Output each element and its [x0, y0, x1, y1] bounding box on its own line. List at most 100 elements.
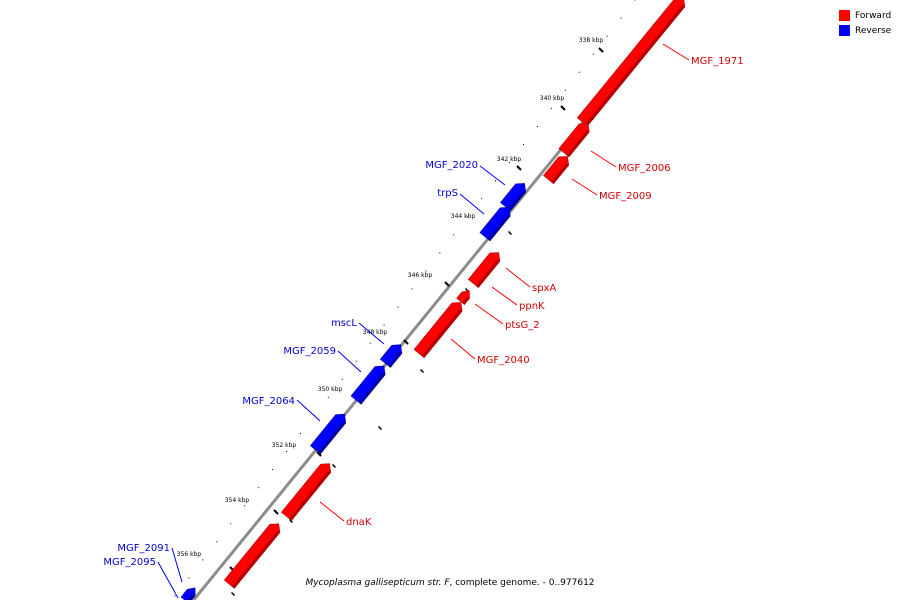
ruler-dot	[327, 396, 329, 398]
ruler-tick-label: 354 kbp	[225, 497, 250, 504]
ruler-tick	[444, 281, 450, 287]
reverse-swatch	[839, 25, 850, 36]
ruler-dot	[578, 71, 580, 73]
strand-tick	[377, 425, 383, 431]
gene-label-mgf-2040: MGF_2040	[477, 355, 530, 366]
gene-leader-line	[171, 547, 183, 583]
ruler-dot	[620, 17, 622, 19]
gene-label-ptsg-2: ptsG_2	[505, 320, 540, 331]
forward-swatch	[839, 10, 850, 21]
ruler-dot	[341, 378, 343, 380]
gene-arrow-mgf-1971	[576, 0, 686, 127]
ruler-dot	[272, 469, 274, 471]
gene-leader-line	[662, 43, 690, 61]
ruler-dot	[467, 216, 469, 218]
legend-label-reverse: Reverse	[855, 25, 892, 36]
strand-tick	[331, 463, 337, 469]
ruler-tick	[316, 451, 322, 457]
gene-arrow-mgf-2006	[558, 122, 590, 158]
ruler-dot	[564, 89, 566, 91]
gene-label-mgf-2091: MGF_2091	[117, 543, 170, 554]
ruler-dot	[509, 162, 511, 164]
gene-leader-line	[491, 286, 518, 306]
organism-name: Mycoplasma gallisepticum str. F	[305, 578, 450, 588]
ruler-dot	[244, 505, 246, 507]
ruler-tick-label: 348 kbp	[363, 329, 388, 336]
gene-arrow-mscl	[379, 344, 403, 368]
gene-label-trps: trpS	[437, 188, 458, 199]
ruler-tick	[403, 339, 409, 345]
gene-leader-line	[450, 338, 476, 360]
ruler-tick-label: 356 kbp	[177, 551, 202, 558]
gene-leader-line	[358, 322, 385, 345]
gene-label-dnak: dnaK	[346, 517, 372, 528]
gene-leader-line	[319, 501, 345, 522]
ruler-tick-label: 340 kbp	[540, 95, 565, 102]
strand-tick	[230, 591, 236, 597]
gene-arrow-mgf-2040	[413, 302, 463, 359]
ruler-dot	[202, 559, 204, 561]
gene-leader-line	[459, 193, 485, 215]
ruler-dot	[397, 306, 399, 308]
ruler-dot	[634, 0, 636, 1]
ruler-dot	[481, 198, 483, 200]
gene-leader-line	[571, 178, 598, 196]
gene-arrow-dnak-b	[223, 523, 281, 589]
gene-label-mgf-1971: MGF_1971	[691, 56, 744, 67]
ruler-tick-label: 342 kbp	[497, 156, 522, 163]
gene-label-mgf-2020: MGF_2020	[425, 160, 478, 171]
gene-arrow-dnak-a	[281, 463, 332, 521]
gene-leader-line	[157, 561, 179, 599]
ruler-tick	[516, 165, 522, 171]
ruler-dot	[230, 523, 232, 525]
ruler-dot	[411, 288, 413, 290]
ruler-dot	[383, 324, 385, 326]
ruler-dot	[188, 577, 190, 579]
ruler-dot	[299, 432, 301, 434]
gene-leader-line	[479, 165, 506, 186]
gene-arrow-mgf-2091	[180, 587, 196, 600]
ruler-tick-label: 346 kbp	[408, 272, 433, 279]
gene-leader-line	[474, 303, 504, 325]
gene-label-mgf-2059: MGF_2059	[283, 346, 336, 357]
gene-label-mgf-2009: MGF_2009	[599, 191, 652, 202]
ruler-dot	[286, 451, 288, 453]
legend-item-forward: Forward	[839, 8, 891, 23]
gene-label-mgf-2064: MGF_2064	[242, 396, 295, 407]
gene-label-spxa: spxA	[532, 283, 556, 294]
gene-leader-line	[296, 399, 321, 422]
ruler-dot	[495, 180, 497, 182]
gene-label-mgf-2006: MGF_2006	[618, 163, 671, 174]
gene-arrow-mgf-2009	[543, 156, 570, 185]
ruler-tick	[273, 509, 279, 515]
ruler-dot	[216, 541, 218, 543]
legend-label-forward: Forward	[855, 10, 892, 21]
ruler-tick-label: 350 kbp	[318, 386, 343, 393]
gene-arrow-spxa	[467, 252, 501, 289]
ruler-dot	[522, 143, 524, 145]
ruler-tick-label: 352 kbp	[272, 442, 297, 449]
strand-tick	[507, 230, 513, 236]
gene-label-ppnk: ppnK	[519, 301, 545, 312]
ruler-tick	[560, 105, 566, 111]
gene-label-mgf-2095: MGF_2095	[103, 557, 156, 568]
caption-range: , complete genome. - 0..977612	[449, 578, 595, 588]
ruler-dot	[258, 487, 260, 489]
ruler-dot	[550, 107, 552, 109]
ruler-tick-label: 344 kbp	[451, 213, 476, 220]
legend-item-reverse: Reverse	[839, 23, 891, 38]
ruler-dot	[355, 360, 357, 362]
strand-tick	[288, 518, 294, 524]
ruler-tick-label: 338 kbp	[579, 37, 604, 44]
gene-leader-line	[505, 267, 531, 288]
ruler-dot	[592, 53, 594, 55]
legend: Forward Reverse	[839, 8, 891, 38]
ruler-dot	[425, 270, 427, 272]
ruler-dot	[453, 234, 455, 236]
gene-arrow-trps	[479, 206, 511, 242]
gene-arrow-ppnk	[456, 290, 470, 306]
strand-tick	[419, 368, 425, 374]
gene-arrow-mgf-2064	[309, 413, 347, 455]
ruler-dot	[174, 595, 176, 597]
ruler-tick	[598, 47, 604, 53]
